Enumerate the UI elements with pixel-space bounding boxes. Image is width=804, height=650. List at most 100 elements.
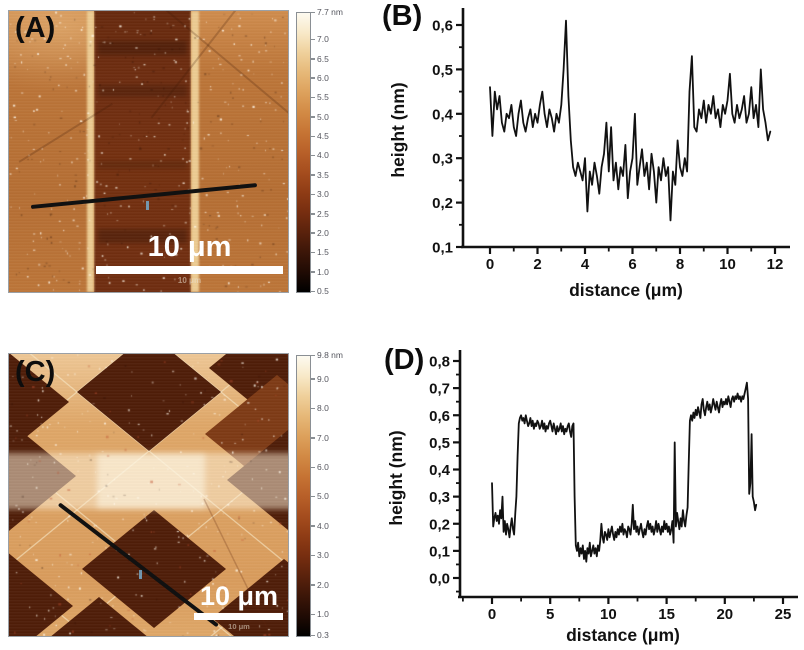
cursor-marker-a (146, 201, 149, 210)
x-tick-label: 0 (488, 606, 496, 623)
x-tick-label: 4 (581, 256, 590, 273)
height-profile-trace (489, 19, 772, 222)
colorbar-tick (311, 495, 315, 498)
height-profile-chart-d: 0,0 0,1 0,2 0,3 0,4 0,5 0,6 0,7 0,8 0 5 10 15 20 25 dis… (380, 338, 804, 650)
y-tick-label: 0,8 (429, 354, 450, 371)
scale-bar-sublabel-c: 10 μm (228, 622, 250, 631)
x-tick-label: 15 (658, 606, 675, 623)
panel-letter-d: (D) (384, 344, 425, 376)
colorbar-tick (311, 584, 315, 586)
y-tick-label: 0,1 (432, 240, 453, 257)
y-axis-title: height (nm) (386, 430, 406, 525)
y-tick-label: 0,3 (432, 151, 453, 168)
colorbar-tick-label: 2.0 (317, 579, 329, 590)
colorbar-tick (311, 437, 315, 439)
colorbar-tick-label: 2.0 (317, 227, 329, 238)
colorbar-tick-label: 9.8 nm (317, 350, 343, 360)
colorbar-tick (311, 290, 315, 292)
height-profile-trace (491, 381, 758, 563)
colorbar-tick (311, 11, 315, 13)
colorbar-tick (311, 251, 315, 254)
colorbar-tick-label: 7.0 (317, 432, 329, 443)
colorbar-tick (311, 232, 315, 234)
y-tick-label: 0,6 (429, 408, 450, 425)
colorbar-tick-label: 8.0 (317, 403, 329, 414)
scale-bar-label-a: 10 μm (147, 231, 232, 263)
colorbar-tick-label: 1.5 (317, 247, 329, 258)
colorbar-tick-label: 0.3 (317, 630, 329, 640)
colorbar-tick (311, 634, 315, 636)
colorbar-tick (311, 213, 315, 215)
colorbar-tick (311, 613, 315, 616)
colorbar-tick-label: 1.0 (317, 266, 329, 277)
y-tick-label: 0,2 (429, 516, 450, 533)
y-tick-label: 0,2 (432, 195, 453, 212)
colorbar-tick-label: 6.0 (317, 462, 329, 472)
colorbar-tick-label: 0.5 (317, 286, 329, 296)
colorbar-tick-label: 4.5 (317, 131, 329, 141)
colorbar-tick-label: 5.0 (317, 111, 329, 122)
colorbar-tick (311, 154, 315, 157)
colorbar-c-labels: 9.8 nm 9.0 8.0 7.0 6.0 5.0 4.0 3.0 2.0 1.0 0.3 (311, 350, 361, 640)
y-tick-label: 0,5 (432, 62, 453, 79)
x-tick-label: 12 (767, 256, 784, 273)
panel-letter-a: (A) (15, 12, 56, 44)
colorbar-tick (311, 407, 315, 410)
y-tick-label: 0,4 (432, 106, 454, 123)
afm-a-speckle-noise (9, 11, 288, 292)
colorbar-c (296, 355, 311, 637)
colorbar-tick (311, 466, 315, 468)
colorbar-tick (311, 96, 315, 99)
y-tick-label: 0,7 (429, 381, 450, 398)
colorbar-tick-label: 4.0 (317, 520, 329, 531)
colorbar-tick-label: 9.0 (317, 373, 329, 384)
colorbar-a (296, 12, 311, 293)
colorbar-tick (311, 525, 315, 527)
y-tick-label: 0,6 (432, 18, 453, 35)
y-axis-title: height (nm) (388, 82, 408, 177)
height-profile-chart-b: 0,1 0,2 0,3 0,4 0,5 0,6 0 2 4 6 8 10 12 distance (μm)… (380, 0, 804, 320)
scale-bar-sublabel-a: 10 μm (177, 276, 202, 285)
colorbar-tick (311, 378, 315, 380)
colorbar-tick-label: 4.0 (317, 150, 329, 161)
colorbar-a-labels: 7.7 nm 7.0 6.5 6.0 5.5 5.0 4.5 4.0 3.5 3.0 2.5 2.0 1… (311, 7, 361, 296)
colorbar-tick (311, 77, 315, 79)
colorbar-tick (311, 174, 315, 176)
y-tick-label: 0,4 (429, 462, 451, 479)
x-tick-label: 10 (600, 606, 617, 623)
x-axis-title: distance (μm) (566, 625, 680, 645)
colorbar-tick-label: 2.5 (317, 208, 329, 219)
y-tick-label: 0,3 (429, 489, 450, 506)
colorbar-tick (311, 135, 315, 137)
colorbar-tick (311, 554, 315, 557)
colorbar-tick-label: 3.0 (317, 550, 329, 561)
colorbar-tick-label: 6.0 (317, 72, 329, 83)
panel-letter-b: (B) (382, 0, 423, 32)
afm-image-c: 10 μm 10 μm (C) (8, 353, 289, 637)
colorbar-tick (311, 58, 315, 60)
colorbar-tick (311, 38, 315, 41)
y-tick-label: 0,5 (429, 435, 450, 452)
x-tick-label: 20 (716, 606, 733, 623)
colorbar-tick-label: 7.7 nm (317, 7, 343, 17)
x-tick-label: 0 (486, 256, 494, 273)
x-tick-label: 8 (676, 256, 684, 273)
y-tick-label: 0,1 (429, 543, 450, 560)
colorbar-tick-label: 3.5 (317, 169, 329, 180)
colorbar-tick (311, 116, 315, 118)
afm-c-speckle-noise (9, 354, 288, 636)
colorbar-tick-label: 7.0 (317, 34, 329, 45)
colorbar-tick-label: 5.5 (317, 92, 329, 103)
x-tick-label: 25 (775, 606, 792, 623)
x-tick-label: 6 (628, 256, 636, 273)
colorbar-tick-label: 6.5 (317, 53, 329, 64)
colorbar-tick (311, 354, 315, 356)
colorbar-tick (311, 193, 315, 196)
scale-bar-a (96, 266, 283, 274)
x-tick-label: 5 (546, 606, 554, 623)
x-axis-title: distance (μm) (569, 280, 683, 300)
x-tick-label: 10 (719, 256, 736, 273)
afm-image-a: 10 μm 10 μm (A) (8, 10, 289, 293)
colorbar-tick-label: 5.0 (317, 491, 329, 502)
